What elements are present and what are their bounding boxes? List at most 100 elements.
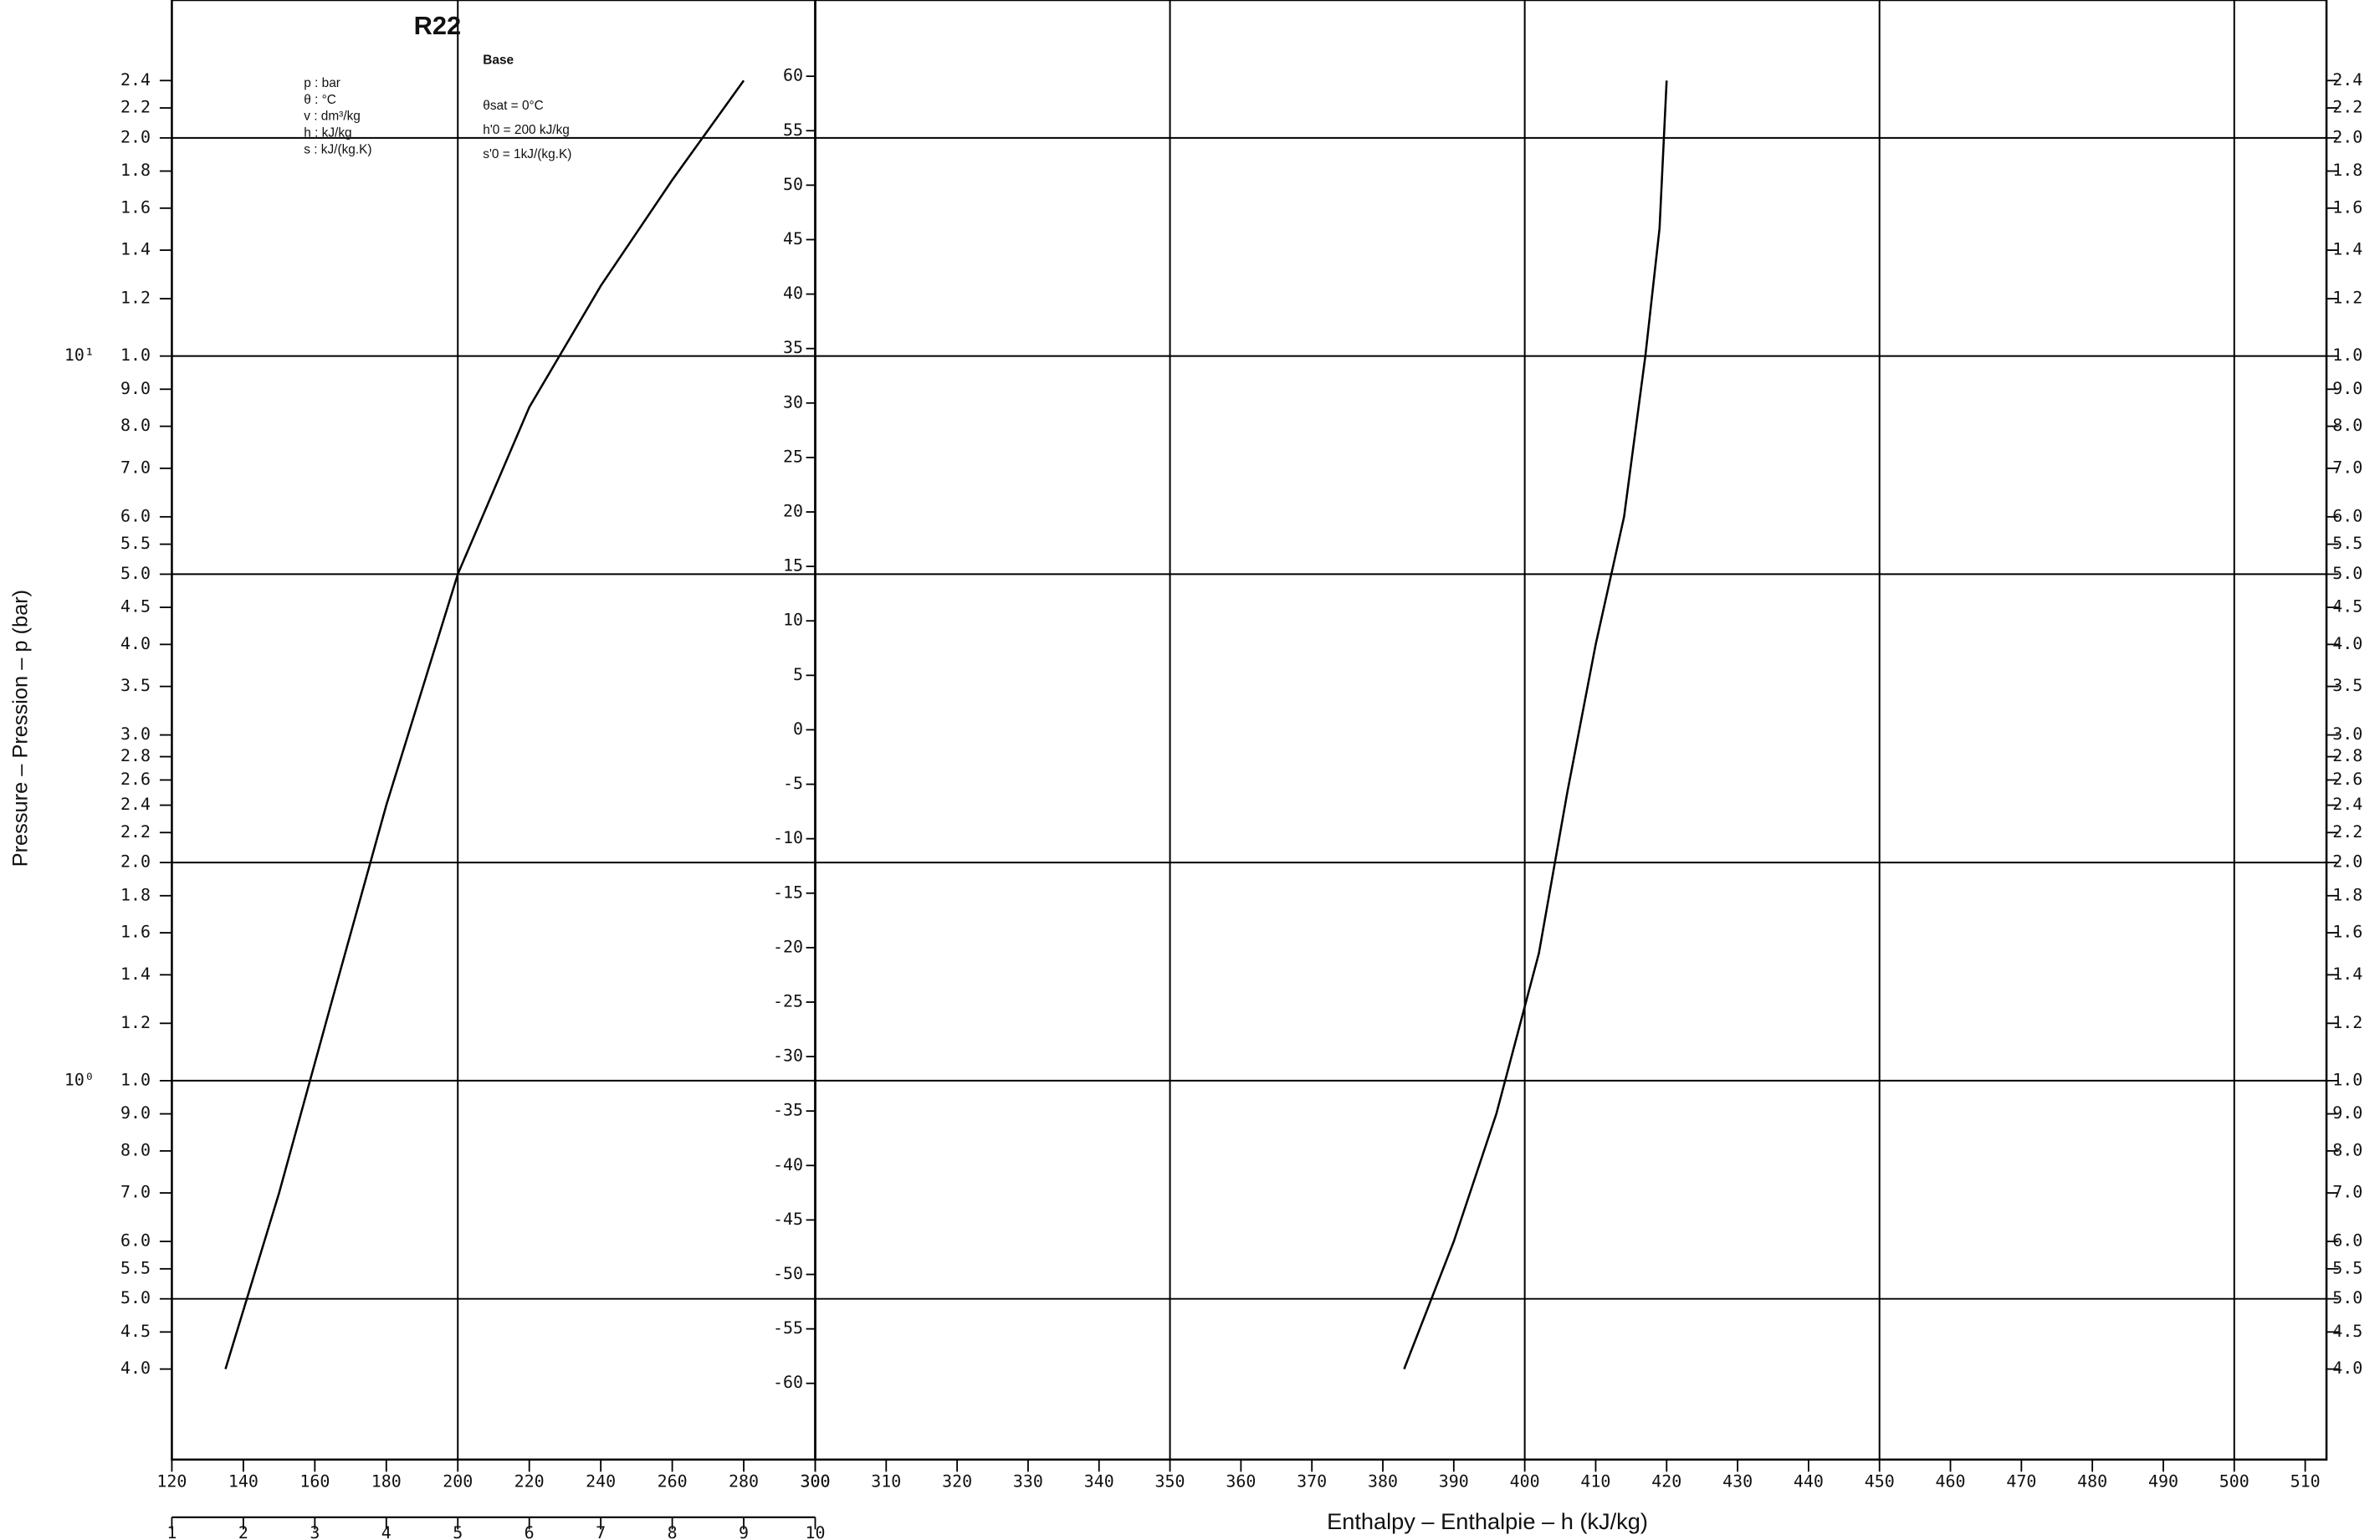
y-tick-label: 2.2 (2332, 821, 2362, 842)
x-tick-label: 220 (514, 1471, 545, 1491)
y-tick-label: 1.6 (120, 197, 151, 217)
y-tick-label: 6.0 (120, 505, 151, 525)
x-tick-label: 350 (1155, 1471, 1185, 1491)
x-tick-label: 260 (658, 1471, 688, 1491)
y-tick-label: 9.0 (2332, 1103, 2362, 1123)
y-exponent-label: 10⁰ (64, 1069, 95, 1089)
y-exponent-label: 10¹ (64, 345, 95, 365)
y-tick-label: 7.0 (2332, 457, 2362, 477)
y-tick-label: 7.0 (120, 1182, 151, 1202)
y2-tick-label: 50 (783, 174, 803, 194)
x-tick-label: 420 (1651, 1471, 1681, 1491)
x-tick-label: 440 (1794, 1471, 1824, 1491)
x-tick-label: 310 (871, 1471, 901, 1491)
x-tick-label: 490 (2148, 1471, 2178, 1491)
x-tick-label: 360 (1226, 1471, 1256, 1491)
y-tick-label: 1.2 (2332, 1012, 2362, 1032)
y-tick-label: 2.8 (120, 745, 151, 765)
x-axis-title: Enthalpy – Enthalpie – h (kJ/kg) (1327, 1508, 1648, 1534)
y-tick-label: 2.4 (120, 69, 151, 90)
x-tick-label: 300 (800, 1471, 830, 1491)
y-axis-title: Pressure – Pression – p (bar) (9, 590, 33, 867)
y-tick-label: 8.0 (2332, 1139, 2362, 1159)
x-tick-label: 320 (942, 1471, 972, 1491)
plot-frame (814, 0, 2328, 1461)
y-tick-label: 5.5 (120, 533, 151, 553)
y-tick-label: 4.0 (2332, 1358, 2362, 1378)
y2-tick-label: 35 (783, 337, 803, 357)
x-tick-label: 370 (1297, 1471, 1327, 1491)
y-tick-label: 5.5 (2332, 1257, 2362, 1277)
y-tick-label: 2.8 (2332, 745, 2362, 765)
y-tick-label: 8.0 (2332, 415, 2362, 435)
y-tick-label: 1.6 (2332, 197, 2362, 217)
y2-tick-label: -45 (773, 1209, 803, 1229)
y-tick-label: 4.0 (120, 633, 151, 653)
y-tick-label: 1.0 (2332, 345, 2362, 365)
x-tick-label: 430 (1722, 1471, 1753, 1491)
y-tick-label: 2.0 (120, 852, 151, 872)
unit-legend: s : kJ/(kg.K) (304, 143, 371, 157)
plot-frame (171, 0, 816, 1461)
x-tick-label: 450 (1865, 1471, 1895, 1491)
x2-tick-label: 10 (805, 1522, 825, 1540)
unit-legend: v : dm³/kg (304, 110, 361, 124)
y-tick-label: 8.0 (120, 1139, 151, 1159)
reference-line: s'0 = 1kJ/(kg.K) (483, 147, 571, 161)
y-tick-label: 4.0 (120, 1358, 151, 1378)
y2-tick-label: 40 (783, 283, 803, 303)
y-tick-label: 2.2 (2332, 97, 2362, 117)
y-tick-label: 1.4 (120, 239, 151, 259)
unit-legend: h : kJ/kg (304, 126, 351, 141)
y2-tick-label: 0 (793, 719, 803, 739)
y-tick-label: 8.0 (120, 415, 151, 435)
x-tick-label: 500 (2219, 1471, 2249, 1491)
y-tick-label: 5.0 (120, 1287, 151, 1307)
y-tick-label: 5.5 (120, 1257, 151, 1277)
x-tick-label: 400 (1510, 1471, 1540, 1491)
y-tick-label: 3.0 (120, 724, 151, 744)
y2-tick-label: -30 (773, 1046, 803, 1066)
x-tick-label: 510 (2290, 1471, 2321, 1491)
y-tick-label: 2.4 (120, 794, 151, 814)
y-tick-label: 7.0 (2332, 1182, 2362, 1202)
y-tick-label: 7.0 (120, 457, 151, 477)
y-tick-label: 4.5 (120, 596, 151, 617)
y-tick-label: 9.0 (120, 1103, 151, 1123)
x-tick-label: 480 (2077, 1471, 2107, 1491)
y2-tick-label: 10 (783, 610, 803, 630)
y2-tick-label: -25 (773, 990, 803, 1010)
x-tick-label: 410 (1580, 1471, 1610, 1491)
y-tick-label: 2.4 (2332, 69, 2362, 90)
y-tick-label: 2.2 (120, 821, 151, 842)
y-tick-label: 9.0 (2332, 378, 2362, 398)
y-tick-label: 1.6 (120, 922, 151, 942)
x-tick-label: 140 (228, 1471, 258, 1491)
y2-tick-label: 20 (783, 501, 803, 521)
y-tick-label: 1.2 (120, 288, 151, 308)
y-tick-label: 5.0 (2332, 1287, 2362, 1307)
x-tick-label: 280 (729, 1471, 759, 1491)
y-tick-label: 2.0 (2332, 852, 2362, 872)
y-tick-label: 5.0 (2332, 563, 2362, 583)
x-tick-label: 340 (1084, 1471, 1114, 1491)
y-tick-label: 1.2 (2332, 288, 2362, 308)
y-tick-label: 3.0 (2332, 724, 2362, 744)
y2-tick-label: -15 (773, 882, 803, 902)
reference-line: h'0 = 200 kJ/kg (483, 123, 570, 137)
x2-tick-label: 7 (596, 1522, 606, 1540)
y2-tick-label: -55 (773, 1317, 803, 1338)
y-tick-label: 1.0 (120, 345, 151, 365)
x2-tick-label: 1 (166, 1522, 177, 1540)
y-tick-label: 2.4 (2332, 794, 2362, 814)
x2-tick-label: 8 (668, 1522, 678, 1540)
reference-line: θsat = 0°C (483, 99, 544, 113)
y2-tick-label: 15 (783, 555, 803, 576)
y2-tick-label: 30 (783, 391, 803, 412)
reference-title: Base (483, 54, 514, 68)
x-tick-label: 460 (1936, 1471, 1966, 1491)
y-tick-label: 4.0 (2332, 633, 2362, 653)
y2-tick-label: 60 (783, 65, 803, 85)
